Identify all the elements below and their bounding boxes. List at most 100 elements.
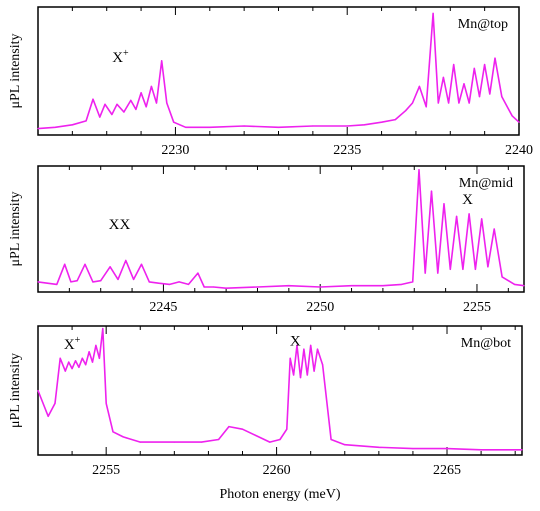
data-point xyxy=(448,102,450,104)
data-point xyxy=(109,266,111,268)
data-point xyxy=(344,444,346,446)
data-point xyxy=(463,83,465,85)
peak-annotation: X xyxy=(290,333,301,349)
data-point xyxy=(480,449,482,451)
data-point xyxy=(123,111,125,113)
panel-tag: Mn@bot xyxy=(461,336,511,351)
data-point xyxy=(150,85,152,87)
data-point xyxy=(155,102,158,104)
data-point xyxy=(487,266,489,268)
data-point xyxy=(54,402,56,404)
data-point xyxy=(213,286,215,288)
data-point xyxy=(187,283,190,285)
data-point xyxy=(256,286,259,288)
data-point xyxy=(81,357,83,359)
data-point xyxy=(378,446,380,448)
data-point xyxy=(418,169,420,171)
data-point xyxy=(64,370,66,372)
data-point xyxy=(286,428,288,430)
data-point xyxy=(501,96,503,98)
data-point xyxy=(279,438,281,441)
data-point xyxy=(241,428,244,430)
data-point xyxy=(412,281,414,283)
annotation-text: X xyxy=(112,50,123,66)
annotation-superscript: + xyxy=(75,335,81,346)
data-point xyxy=(449,268,451,270)
x-tick-label: 2240 xyxy=(505,143,533,158)
data-point xyxy=(111,113,113,116)
data-point xyxy=(521,449,523,451)
data-point xyxy=(130,99,132,101)
data-point xyxy=(166,102,168,104)
data-point xyxy=(322,364,324,366)
panel-tag: Mn@mid xyxy=(459,176,513,191)
data-point xyxy=(453,64,455,66)
data-point xyxy=(412,448,414,450)
data-point xyxy=(125,259,127,262)
plot-frame xyxy=(37,165,525,293)
data-point xyxy=(425,106,427,108)
y-axis-label: μPL intensity xyxy=(8,33,23,108)
data-point xyxy=(418,85,420,87)
data-point xyxy=(169,283,171,285)
series-line-1 xyxy=(37,327,522,451)
data-point xyxy=(145,106,147,108)
data-point xyxy=(140,263,143,265)
data-point xyxy=(133,278,135,280)
data-point xyxy=(76,280,78,282)
annotation-text: XX xyxy=(109,217,131,233)
annotation-superscript: + xyxy=(123,48,129,59)
data-point xyxy=(350,285,353,287)
x-tick-label: 2245 xyxy=(149,300,177,315)
data-point xyxy=(437,272,439,274)
data-point xyxy=(74,360,77,362)
annotation-text: X xyxy=(64,337,75,353)
x-tick-label: 2250 xyxy=(306,300,334,315)
data-point xyxy=(501,276,503,278)
data-point xyxy=(105,402,107,404)
data-point xyxy=(319,286,321,288)
data-point xyxy=(363,124,365,126)
data-point xyxy=(299,377,302,379)
data-point xyxy=(117,278,119,280)
data-point xyxy=(37,389,39,392)
data-point xyxy=(446,448,448,450)
data-point xyxy=(197,272,199,274)
data-point xyxy=(95,344,97,346)
data-point xyxy=(100,280,102,282)
data-point xyxy=(346,125,348,127)
x-tick-label: 2260 xyxy=(263,463,291,478)
data-point xyxy=(37,281,39,283)
data-point xyxy=(456,215,458,217)
data-point xyxy=(458,102,460,104)
data-point xyxy=(518,121,520,123)
data-point xyxy=(523,285,525,287)
data-point xyxy=(59,357,61,359)
data-point xyxy=(91,361,94,363)
data-point xyxy=(71,124,73,126)
data-point xyxy=(468,213,470,215)
y-axis-label: μPL intensity xyxy=(8,353,23,428)
data-point xyxy=(255,435,257,437)
peak-annotation: XX xyxy=(109,217,131,233)
data-point xyxy=(158,282,160,284)
data-point xyxy=(381,121,383,123)
data-point xyxy=(296,344,298,346)
data-point xyxy=(92,98,94,100)
data-point xyxy=(493,228,495,230)
data-point xyxy=(277,126,280,128)
data-point xyxy=(484,64,486,66)
data-point xyxy=(140,92,142,94)
data-point xyxy=(289,357,291,359)
data-point xyxy=(68,361,70,363)
data-point xyxy=(394,119,396,121)
data-point xyxy=(102,328,104,330)
data-point xyxy=(288,285,290,287)
data-point xyxy=(478,96,481,98)
data-point xyxy=(56,283,58,285)
data-point xyxy=(92,281,94,283)
data-point xyxy=(468,102,470,104)
series-line-1 xyxy=(37,12,520,130)
